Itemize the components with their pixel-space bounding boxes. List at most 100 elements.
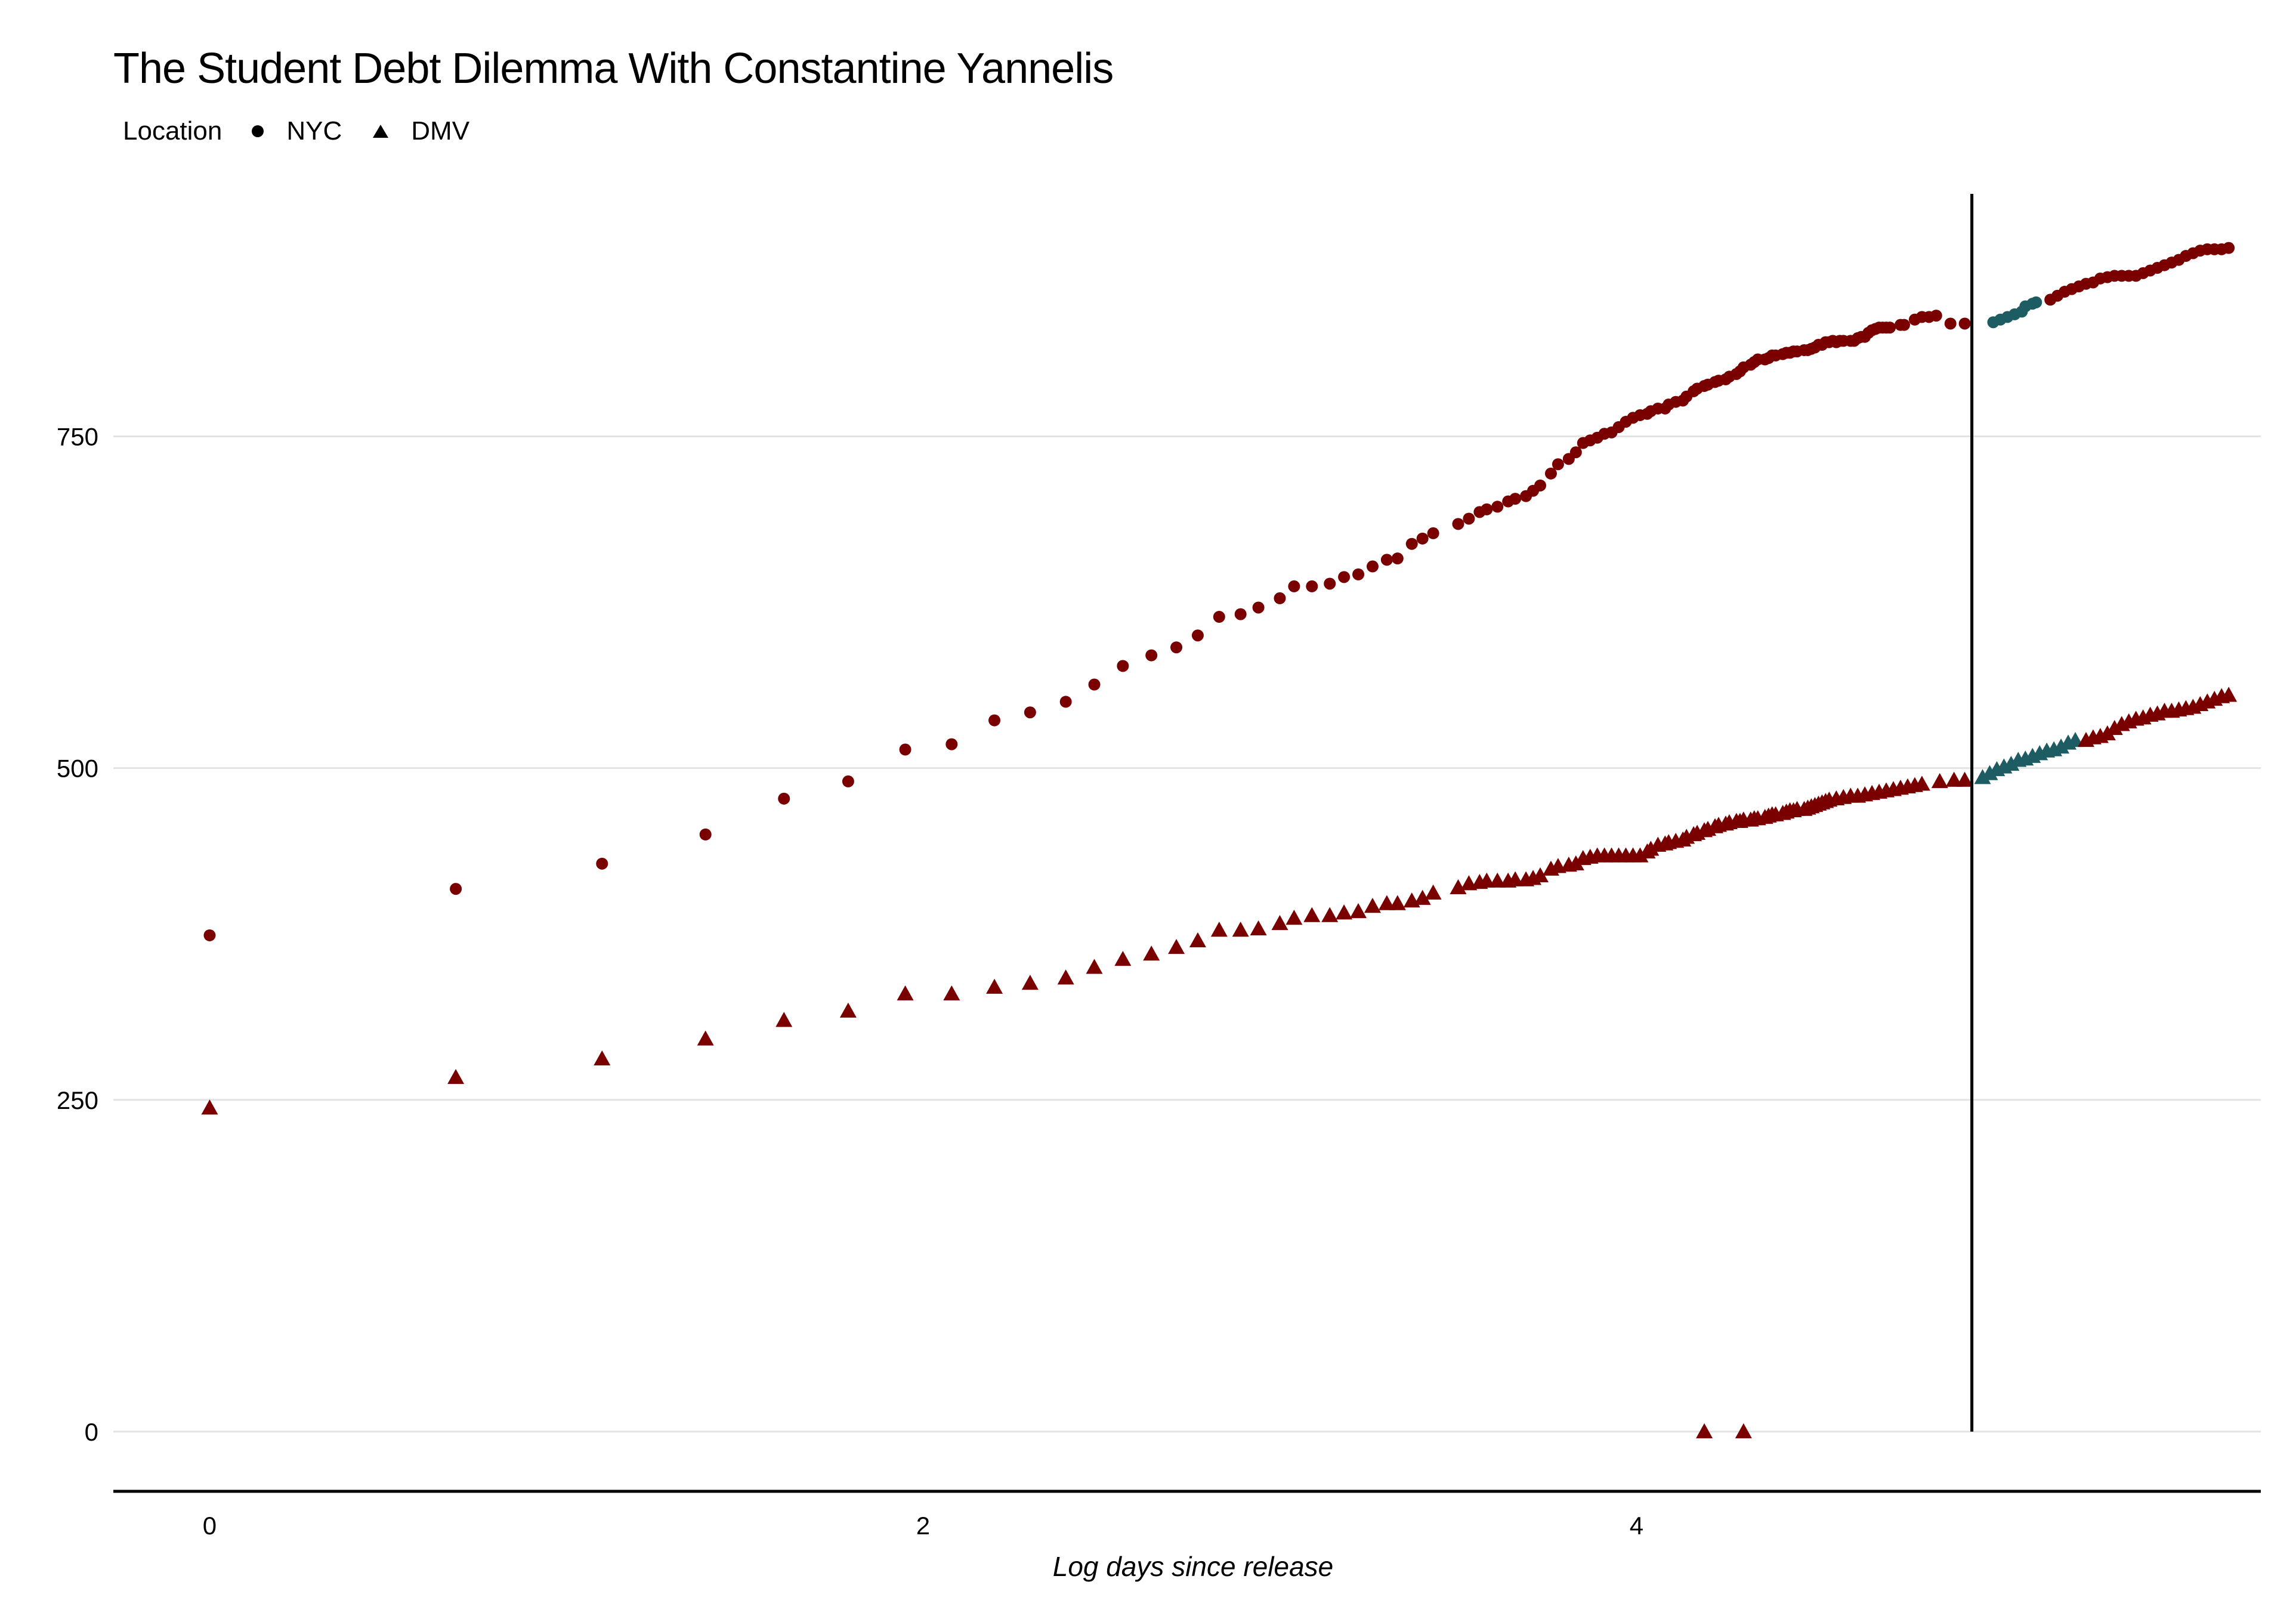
nyc-point (1944, 317, 1957, 330)
dmv-point (1350, 903, 1367, 919)
triangle-icon (373, 125, 389, 138)
data-points (201, 242, 2238, 1439)
dmv-point (1956, 771, 1973, 787)
nyc-point (1930, 310, 1942, 322)
nyc-point (1252, 601, 1265, 614)
dmv-point (697, 1030, 714, 1046)
legend-title: Location (123, 116, 223, 146)
dmv-point (2099, 725, 2116, 741)
nyc-point (1234, 608, 1247, 620)
dmv-point (897, 985, 914, 1001)
x-tick-label: 4 (1630, 1512, 1643, 1540)
dmv-point (1021, 975, 1039, 990)
nyc-point (1145, 649, 1158, 662)
nyc-point (842, 775, 854, 787)
dmv-point (1189, 932, 1206, 948)
dmv-point (1913, 775, 1930, 791)
nyc-point (1463, 512, 1475, 525)
dmv-point (1057, 969, 1074, 985)
dmv-point (1285, 910, 1303, 925)
dmv-point (839, 1002, 857, 1018)
dmv-point (1696, 1423, 1713, 1439)
dmv-point (1489, 872, 1506, 888)
y-tick-label: 0 (85, 1418, 98, 1446)
nyc-point (1569, 446, 1582, 459)
dmv-point (1981, 765, 1998, 780)
x-axis-label: Log days since release (1053, 1551, 1334, 1582)
dmv-point (1321, 907, 1339, 922)
dmv-point (1450, 879, 1467, 895)
nyc-point (1491, 500, 1504, 513)
dmv-point (2067, 731, 2084, 747)
legend-label-nyc: NYC (286, 116, 342, 146)
dmv-point (943, 985, 960, 1001)
dmv-point (594, 1050, 611, 1066)
dmv-point (1642, 841, 1660, 856)
nyc-point (2223, 242, 2235, 254)
nyc-point (1898, 319, 1910, 331)
dmv-point (447, 1068, 465, 1084)
dmv-point (1271, 914, 1288, 931)
nyc-point (1552, 458, 1564, 471)
nyc-point (1213, 611, 1225, 623)
legend-item-dmv: DMV (373, 116, 469, 146)
dmv-point (1232, 922, 1249, 937)
dmv-point (1336, 904, 1353, 920)
nyc-point (450, 883, 462, 895)
dmv-point (1364, 898, 1381, 913)
nyc-point (1324, 577, 1336, 590)
dmv-point (1389, 895, 1406, 910)
dmv-point (1532, 867, 1549, 883)
dmv-point (1303, 907, 1321, 922)
dmv-point (1735, 1423, 1752, 1439)
nyc-point (1427, 527, 1439, 539)
dmv-point (1631, 847, 1649, 863)
dmv-point (1114, 950, 1132, 966)
y-tick-label: 250 (57, 1086, 98, 1114)
nyc-point (1274, 592, 1286, 604)
nyc-point (1170, 641, 1183, 654)
dmv-point (1086, 959, 1103, 974)
dmv-point (201, 1099, 218, 1115)
dmv-point (1931, 773, 1948, 789)
nyc-point (1306, 580, 1318, 592)
nyc-point (1088, 678, 1101, 691)
dmv-point (1567, 855, 1584, 871)
y-tick-label: 500 (57, 755, 98, 783)
legend: Location NYC DMV (123, 113, 500, 149)
nyc-point (1117, 660, 1129, 672)
nyc-point (1884, 322, 1896, 334)
nyc-point (1338, 571, 1351, 583)
nyc-point (1366, 560, 1379, 573)
nyc-point (1544, 467, 1557, 480)
dmv-point (1250, 920, 1267, 936)
dmv-point (2003, 755, 2020, 771)
legend-label-dmv: DMV (411, 116, 470, 146)
x-tick-label: 0 (203, 1512, 217, 1540)
nyc-point (899, 743, 911, 756)
x-tick-label: 2 (916, 1512, 930, 1540)
nyc-point (1481, 503, 1493, 515)
nyc-point (2030, 296, 2042, 308)
dmv-point (1945, 771, 1963, 787)
dmv-point (2053, 739, 2070, 754)
dmv-point (775, 1012, 793, 1027)
nyc-point (1288, 580, 1300, 592)
dmv-point (1414, 889, 1431, 905)
dmv-point (1424, 884, 1442, 900)
nyc-point (1024, 706, 1036, 719)
chart-title: The Student Debt Dilemma With Constantin… (113, 45, 1114, 92)
nyc-point (1059, 696, 1072, 708)
dmv-point (2220, 687, 2238, 702)
dmv-point (1507, 871, 1524, 886)
dmv-point (2106, 719, 2123, 736)
nyc-point (778, 792, 790, 805)
legend-item-nyc: NYC (252, 116, 342, 146)
nyc-point (1191, 629, 1204, 642)
nyc-point (1509, 493, 1522, 505)
nyc-point (596, 857, 608, 870)
nyc-point (699, 828, 712, 841)
nyc-point (988, 714, 1001, 727)
y-tick-label: 750 (57, 423, 98, 451)
